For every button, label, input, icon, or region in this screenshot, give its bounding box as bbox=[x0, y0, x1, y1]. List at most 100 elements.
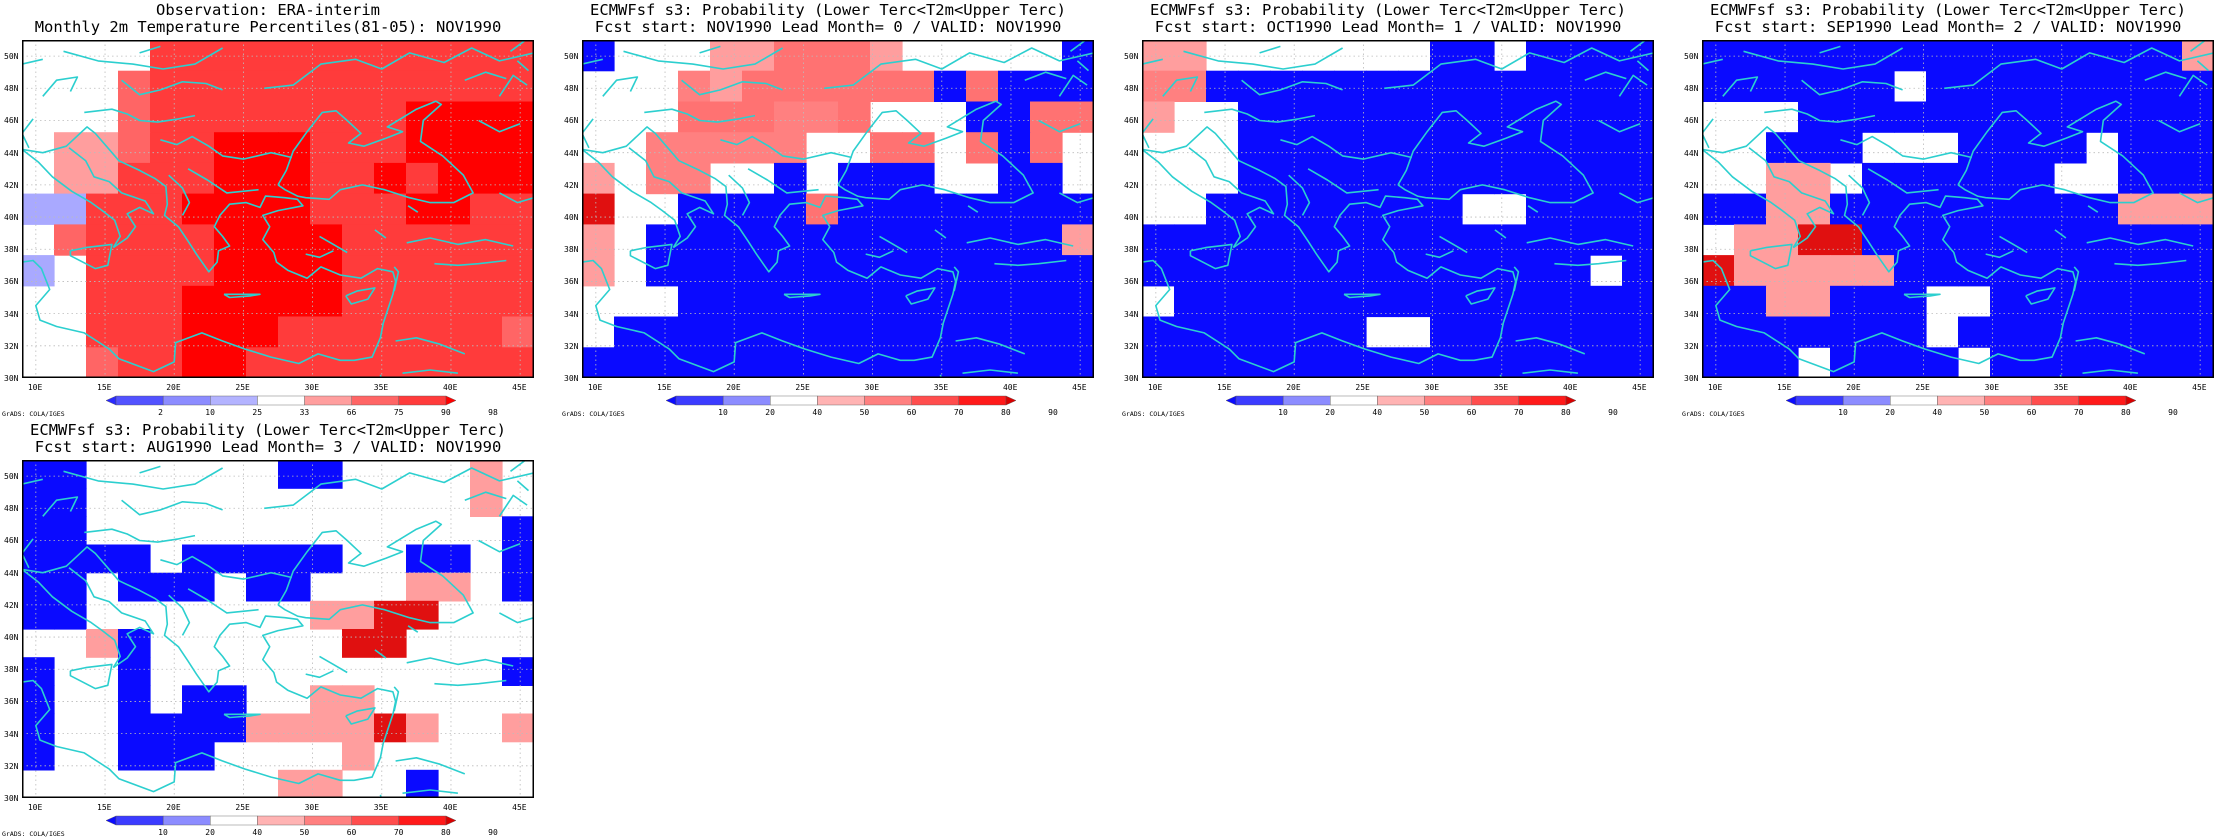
coastline bbox=[1038, 119, 1081, 133]
colorbar: 10 20 40 50 60 70 80 90 bbox=[666, 395, 1058, 417]
grid-cell bbox=[1430, 316, 1463, 348]
coastline bbox=[374, 229, 387, 239]
panel-title-line1: ECMWFsf s3: Probability (Lower Terc<T2m<… bbox=[590, 1, 1066, 19]
lon-tick-label: 40E bbox=[442, 803, 458, 812]
coastline bbox=[1957, 100, 2154, 204]
coastline bbox=[277, 100, 474, 204]
coastline bbox=[499, 612, 534, 624]
colorbar-swatch bbox=[210, 395, 258, 406]
panel-title: ECMWFsf s3: Probability (Lower Terc<T2m<… bbox=[1120, 2, 1656, 36]
grid-cell bbox=[1558, 70, 1591, 102]
grid-cell bbox=[150, 572, 183, 602]
grid-cell bbox=[1734, 285, 1767, 318]
grid-cell bbox=[150, 285, 183, 318]
grid-cell bbox=[1430, 132, 1463, 164]
lat-tick-label: 30N bbox=[4, 794, 19, 803]
grid-cell bbox=[2086, 285, 2119, 318]
grads-credit: GrADS: COLA/IGES bbox=[2, 410, 65, 418]
grads-credit: GrADS: COLA/IGES bbox=[2, 830, 65, 838]
coastline bbox=[2158, 119, 2201, 133]
grid-cell bbox=[438, 193, 471, 225]
colorbar-swatch bbox=[257, 815, 305, 826]
lat-tick-label: 40N bbox=[4, 633, 19, 643]
panel-title-line1: ECMWFsf s3: Probability (Lower Terc<T2m<… bbox=[1150, 1, 1626, 19]
grid-cell bbox=[2022, 70, 2055, 102]
grid-cell bbox=[1526, 285, 1559, 318]
grid-cell bbox=[182, 70, 215, 102]
grid-cell bbox=[1334, 285, 1367, 318]
colorbar-label: 90 bbox=[1048, 408, 1058, 417]
grid-cell bbox=[1622, 316, 1654, 348]
lon-tick-label: 45E bbox=[512, 803, 527, 812]
lon-tick-label: 40E bbox=[1562, 383, 1578, 392]
grid-cell bbox=[182, 347, 215, 378]
coastline bbox=[22, 568, 121, 669]
grid-cell bbox=[22, 544, 55, 574]
grid-cell bbox=[1062, 347, 1094, 378]
lat-tick-label: 42N bbox=[1124, 180, 1139, 190]
grid-cell bbox=[54, 460, 87, 489]
grid-cell bbox=[806, 347, 839, 378]
coastline bbox=[69, 243, 113, 270]
grid-cell bbox=[502, 347, 534, 378]
grid-cell bbox=[2150, 101, 2183, 133]
grid-cell bbox=[1494, 162, 1527, 195]
grid-cell bbox=[1302, 285, 1335, 318]
coastline bbox=[1985, 250, 2014, 259]
grid-cell bbox=[1062, 316, 1094, 348]
grid-cell bbox=[966, 255, 999, 287]
grid-cell bbox=[806, 40, 839, 72]
coastline bbox=[84, 108, 196, 123]
grid-cell bbox=[502, 70, 534, 102]
colorbar-swatch bbox=[1842, 395, 1891, 406]
grid-cell bbox=[1798, 316, 1831, 348]
lat-tick-label: 40N bbox=[564, 213, 579, 223]
grid-cell bbox=[1430, 40, 1463, 72]
grid-cell bbox=[2054, 132, 2087, 164]
grid-cell bbox=[1590, 132, 1623, 164]
coastline bbox=[478, 539, 521, 553]
grid-cell bbox=[310, 40, 343, 72]
grid-cell bbox=[1366, 101, 1399, 133]
grid-cell bbox=[118, 70, 151, 102]
colorbar-swatch bbox=[162, 815, 211, 826]
grid-cell bbox=[214, 101, 247, 133]
lat-tick-label: 36N bbox=[4, 277, 19, 287]
coastline bbox=[393, 686, 400, 712]
grid-cell bbox=[2054, 40, 2087, 72]
grid-cell bbox=[710, 132, 743, 164]
grid-cell bbox=[1766, 40, 1799, 72]
grid-cell bbox=[1398, 162, 1431, 195]
lat-tick-label: 48N bbox=[1124, 84, 1139, 94]
lon-tick-label: 25E bbox=[235, 383, 250, 392]
grid-cell bbox=[406, 285, 439, 318]
lat-tick-label: 30N bbox=[1684, 374, 1699, 383]
coastline bbox=[1749, 243, 1793, 270]
grid-cell bbox=[118, 255, 151, 287]
grid-cell bbox=[2182, 70, 2214, 102]
coastline bbox=[644, 108, 756, 123]
lon-tick-label: 25E bbox=[795, 383, 810, 392]
lon-tick-label: 15E bbox=[1777, 383, 1792, 392]
grid-cell bbox=[1926, 70, 1959, 102]
lat-tick-label: 48N bbox=[4, 84, 19, 94]
coastline bbox=[879, 235, 908, 254]
grid-cell bbox=[1206, 316, 1239, 348]
lon-tick-label: 20E bbox=[166, 803, 181, 812]
grid-cell bbox=[1302, 70, 1335, 102]
coastline bbox=[1384, 47, 1654, 90]
grid-cell bbox=[870, 40, 903, 72]
grid-cell bbox=[2022, 224, 2055, 256]
coastline bbox=[1764, 108, 1876, 123]
coastline bbox=[2054, 229, 2067, 239]
grid-cell bbox=[2182, 285, 2214, 318]
lat-tick-label: 38N bbox=[564, 245, 579, 255]
grid-cell bbox=[1030, 316, 1063, 348]
grid-cell bbox=[438, 285, 471, 318]
grid-cell bbox=[902, 347, 935, 378]
grid-cell bbox=[502, 657, 534, 686]
colorbar-swatch bbox=[770, 395, 818, 406]
grid-cell bbox=[1142, 70, 1175, 102]
grid-cell bbox=[342, 685, 375, 715]
panel-title: ECMWFsf s3: Probability (Lower Terc<T2m<… bbox=[560, 2, 1096, 36]
